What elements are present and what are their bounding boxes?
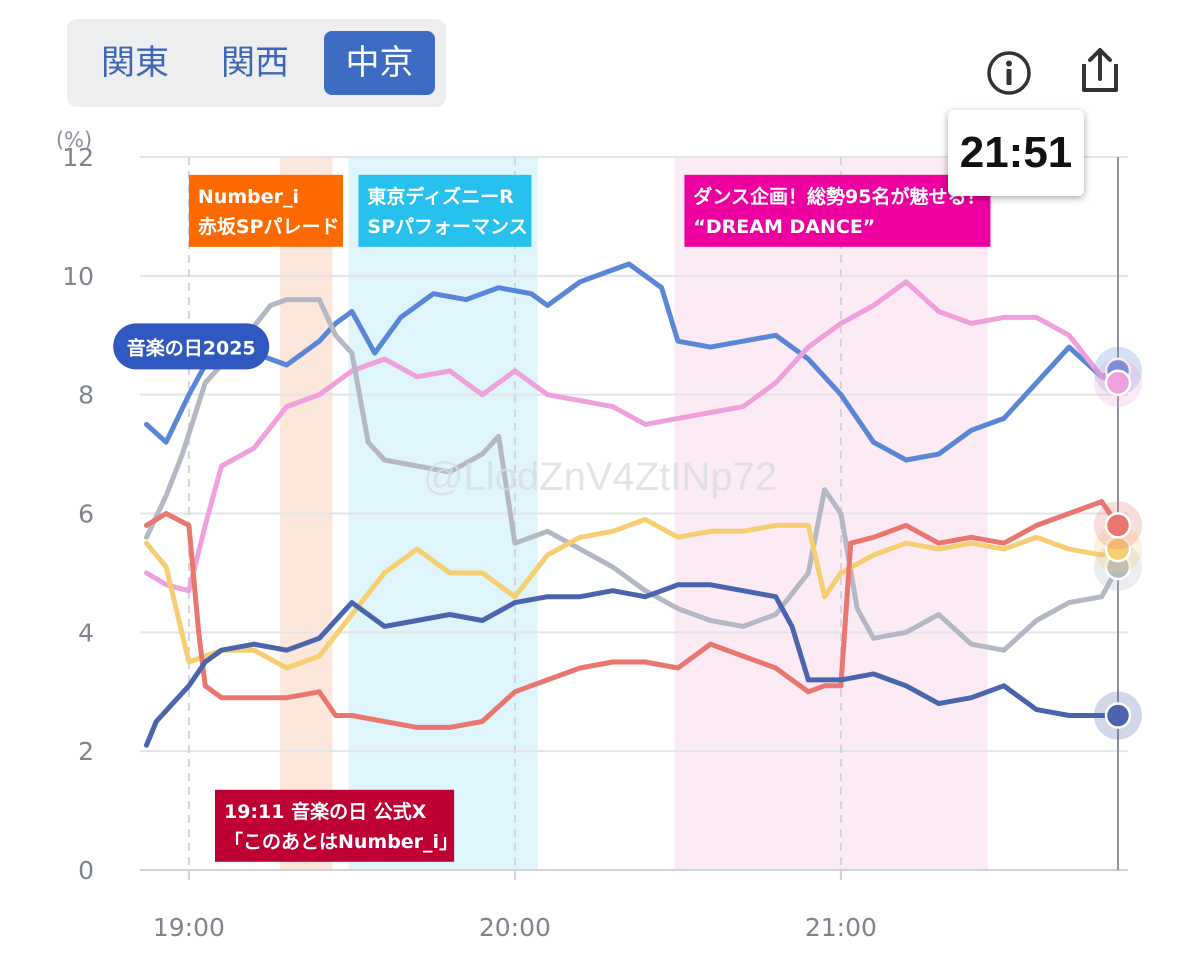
series-line-2 — [144, 297, 1121, 653]
series-end-dot-5 — [1104, 702, 1132, 729]
region-tabs: 関東 関西 中京 — [67, 19, 446, 107]
info-icon[interactable] — [986, 50, 1032, 96]
y-tick-label: 4 — [78, 618, 94, 647]
annotation-0: Number_i 赤坂SPパレード — [188, 174, 343, 247]
series-line-0 — [144, 261, 1121, 463]
annotation-text: “DREAM DANCE” — [693, 216, 875, 238]
x-tick-label: 21:00 — [805, 913, 877, 942]
annotation-text: Number_i — [198, 186, 299, 208]
y-tick-label: 6 — [78, 500, 94, 529]
annotation-box — [358, 174, 532, 247]
annotation-box — [214, 789, 455, 862]
y-tick-label: 12 — [62, 143, 94, 172]
annotation-box — [684, 174, 991, 247]
y-tick-label: 10 — [62, 262, 94, 291]
share-icon[interactable] — [1076, 46, 1124, 96]
tab-kanto[interactable]: 関東 — [101, 43, 169, 83]
x-tick-label: 20:00 — [479, 913, 551, 942]
annotation-2: ダンス企画！総勢95名が魅せる！ “DREAM DANCE” — [684, 174, 991, 247]
series-line-4 — [144, 499, 1121, 730]
y-tick-label: 0 — [78, 856, 94, 885]
series-end-dot-4 — [1104, 512, 1132, 539]
series-line-1 — [144, 279, 1121, 594]
tab-kansai[interactable]: 関西 — [221, 43, 289, 83]
y-tick-label: 2 — [78, 737, 94, 766]
annotation-box — [188, 174, 343, 247]
watermark: @LlodZnV4ZtINp72 — [423, 455, 777, 499]
series-line-3 — [144, 516, 1121, 671]
annotation-text: SPパフォーマンス — [367, 216, 527, 238]
program-label-pill — [113, 323, 270, 370]
annotation-text: 19:11 音楽の日 公式X — [224, 800, 427, 823]
tab-chukyo[interactable]: 中京 — [324, 31, 435, 95]
x-tick-label: 19:00 — [153, 913, 225, 942]
series-end-dot-1 — [1104, 369, 1132, 397]
time-readout: 21:51 — [948, 110, 1084, 196]
y-tick-label: 8 — [78, 381, 94, 410]
annotation-1: 東京ディズニーR SPパフォーマンス — [358, 174, 532, 247]
y-axis-label: (%) — [56, 128, 92, 152]
program-label: 音楽の日2025 — [113, 323, 270, 370]
annotation-3: 19:11 音楽の日 公式X 「このあとはNumber_i」 — [214, 789, 458, 862]
annotation-text: 「このあとはNumber_i」 — [224, 830, 458, 853]
annotation-text: ダンス企画！総勢95名が魅せる！ — [693, 185, 985, 208]
annotation-text: 東京ディズニーR — [367, 185, 514, 208]
series-line-5 — [144, 582, 1121, 748]
annotation-text: 赤坂SPパレード — [198, 216, 340, 238]
program-label-text: 音楽の日2025 — [127, 336, 256, 359]
